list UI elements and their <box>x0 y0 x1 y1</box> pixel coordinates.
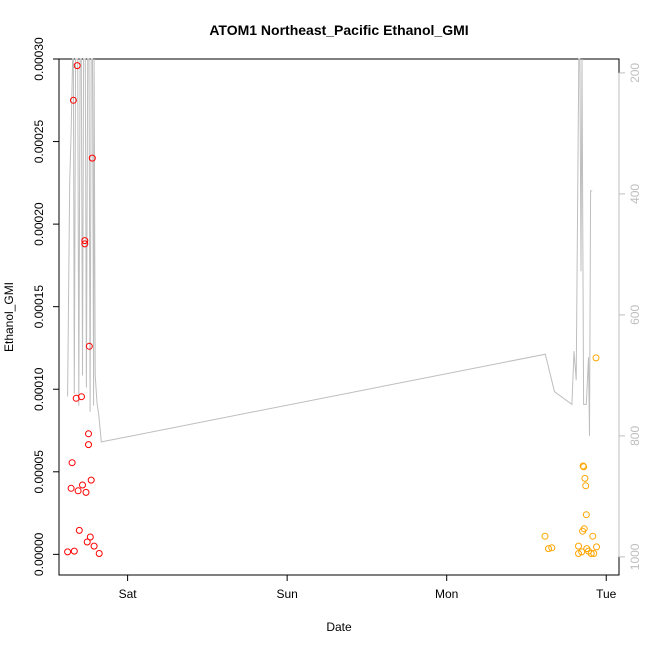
data-point <box>580 525 588 533</box>
series-line <box>67 58 593 443</box>
y-tick-label: 0.00030 <box>32 37 46 81</box>
secondary-tick-label: 400 <box>628 184 642 204</box>
data-point <box>68 459 76 467</box>
data-point <box>592 354 600 362</box>
points-layer <box>64 62 600 557</box>
secondary-tick-label: 800 <box>628 426 642 446</box>
secondary-y-axis: 200 400 600 800 1000 <box>618 63 642 570</box>
data-point <box>590 550 598 557</box>
data-point <box>541 532 549 540</box>
data-point <box>81 240 89 248</box>
data-point <box>582 511 590 519</box>
x-tick-label: Tue <box>596 587 617 601</box>
data-point <box>579 462 587 470</box>
x-axis-label: Date <box>326 620 352 634</box>
y-axis: 0.00000 0.00005 0.00010 0.00015 0.00020 0.000… <box>32 37 59 576</box>
y-tick-label: 0.00000 <box>32 532 46 576</box>
data-point <box>85 342 93 350</box>
y-tick-label: 0.00015 <box>32 285 46 329</box>
y-tick-label: 0.00010 <box>32 367 46 411</box>
y-tick-label: 0.00005 <box>32 450 46 494</box>
data-point <box>575 542 582 550</box>
secondary-tick-label: 1000 <box>628 543 642 570</box>
data-point <box>581 474 589 482</box>
data-point <box>545 545 552 553</box>
data-point <box>582 482 590 490</box>
secondary-series-layer <box>67 58 593 443</box>
x-tick-label: Sat <box>119 587 138 601</box>
y-tick-label: 0.00025 <box>32 120 46 164</box>
data-point <box>85 430 92 438</box>
secondary-tick-label: 200 <box>628 63 642 83</box>
data-point <box>83 538 91 546</box>
data-point <box>79 481 86 489</box>
data-point <box>593 543 600 551</box>
data-point <box>70 547 78 555</box>
data-point <box>86 533 94 541</box>
data-point <box>88 154 96 162</box>
data-point <box>95 550 103 557</box>
y-tick-label: 0.00020 <box>32 202 46 246</box>
data-point <box>67 484 75 492</box>
data-point <box>87 476 95 484</box>
data-point <box>82 488 90 496</box>
x-tick-label: Mon <box>435 587 458 601</box>
plot-box <box>58 58 620 576</box>
data-point <box>75 526 83 534</box>
data-point <box>589 532 597 540</box>
data-point <box>74 487 82 495</box>
secondary-tick-label: 600 <box>628 305 642 325</box>
data-point <box>85 441 92 449</box>
data-point <box>81 237 89 245</box>
x-tick-label: Sun <box>276 587 297 601</box>
data-point <box>90 542 98 550</box>
data-point <box>73 62 81 70</box>
data-point <box>587 550 595 557</box>
data-point <box>69 96 77 104</box>
y-axis-label: Ethanol_GMI <box>2 282 16 352</box>
x-axis: Sat Sun Mon Tue <box>119 575 617 601</box>
data-point <box>578 548 586 556</box>
data-point <box>548 544 556 552</box>
chart-title: ATOM1 Northeast_Pacific Ethanol_GMI <box>209 22 468 38</box>
data-point <box>580 463 588 471</box>
data-point <box>78 393 85 401</box>
data-point <box>64 548 72 556</box>
